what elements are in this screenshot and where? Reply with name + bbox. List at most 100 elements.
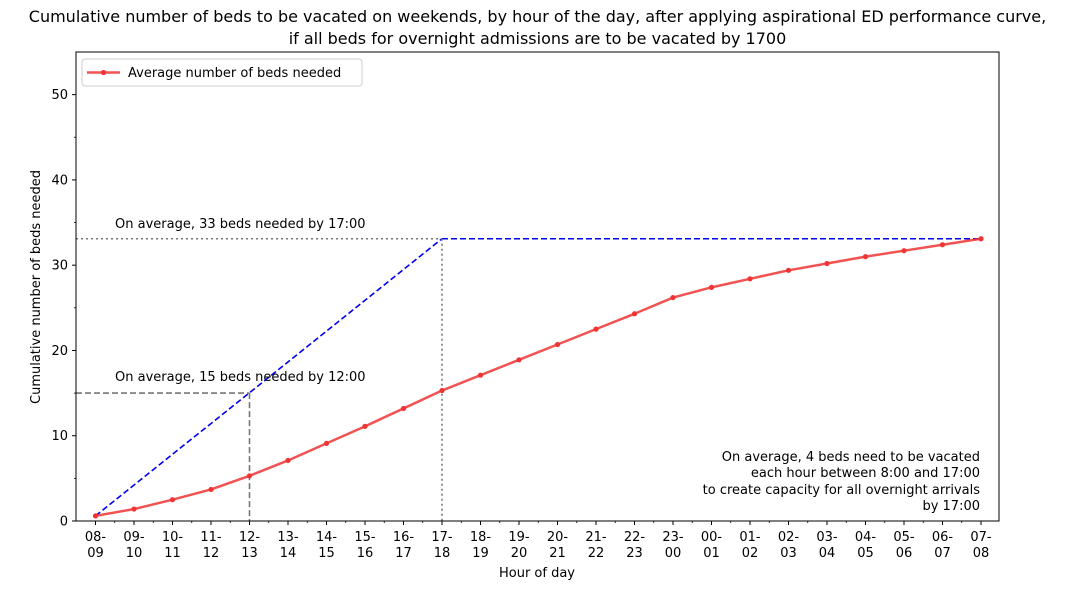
annotation-noon: On average, 15 beds needed by 12:00 xyxy=(115,370,366,385)
x-tick-label: 07 xyxy=(934,546,951,561)
legend-box xyxy=(81,58,363,87)
data-point xyxy=(593,326,599,332)
data-point xyxy=(824,260,830,267)
annotation-note-line-3: to create capacity for all overnight arr… xyxy=(703,483,981,498)
chart-title: Cumulative number of beds to be vacated … xyxy=(0,6,1075,50)
legend-label: Average number of beds needed xyxy=(128,66,341,81)
data-point xyxy=(362,423,368,429)
y-tick-label: 30 xyxy=(51,259,68,274)
data-point xyxy=(246,473,253,479)
x-tick-label: 02- xyxy=(778,530,800,545)
data-point xyxy=(939,242,946,248)
data-point xyxy=(785,267,792,273)
y-tick-label: 0 xyxy=(60,515,68,530)
data-point xyxy=(92,513,99,519)
x-tick-label: 19 xyxy=(472,546,489,561)
legend: Average number of beds needed xyxy=(81,58,363,87)
x-tick-label: 08 xyxy=(973,546,990,561)
x-tick-label: 21 xyxy=(549,546,566,561)
data-point xyxy=(477,372,484,378)
x-tick-label: 20- xyxy=(547,530,569,545)
x-tick-label: 16- xyxy=(393,530,415,545)
x-tick-label: 06 xyxy=(896,546,913,561)
y-tick-label: 50 xyxy=(51,88,68,103)
x-tick-label: 15 xyxy=(318,546,335,561)
x-tick-label: 07- xyxy=(970,530,992,545)
x-tick-label: 21- xyxy=(585,530,607,545)
plot-area-frame xyxy=(75,51,1000,522)
data-point xyxy=(285,457,291,464)
x-tick-label: 06- xyxy=(932,530,954,545)
x-tick-label: 05- xyxy=(893,530,915,545)
y-tick-label: 10 xyxy=(51,429,68,444)
x-tick-label: 08- xyxy=(85,530,107,545)
data-point xyxy=(516,357,522,363)
data-point xyxy=(747,276,753,282)
y-tick-label: 40 xyxy=(51,173,68,188)
x-tick-label: 03- xyxy=(816,530,838,545)
x-axis: 08-0909-1010-1111-1212-1313-1414-1515-16… xyxy=(85,521,992,561)
x-tick-label: 00- xyxy=(701,530,723,545)
data-point xyxy=(978,236,984,242)
x-tick-label: 16 xyxy=(357,546,374,561)
x-tick-label: 23- xyxy=(662,530,684,545)
data-point xyxy=(169,497,176,503)
x-tick-label: 13- xyxy=(277,530,299,545)
x-tick-label: 00 xyxy=(665,546,682,561)
y-axis: 0 10 20 30 40 50 xyxy=(51,88,76,530)
x-tick-label: 11 xyxy=(164,546,181,561)
x-tick-label: 20 xyxy=(511,546,528,561)
x-tick-label: 17 xyxy=(395,546,412,561)
series-line xyxy=(95,237,982,518)
x-tick-label: 14- xyxy=(316,530,338,545)
x-tick-label: 11- xyxy=(200,530,222,545)
legend-swatch-marker xyxy=(100,69,107,76)
x-tick-label: 03 xyxy=(780,546,797,561)
data-point xyxy=(708,284,715,290)
target-ramp-line xyxy=(95,238,443,517)
series-layer xyxy=(92,236,984,519)
chart-title-line-2: if all beds for overnight admissions are… xyxy=(288,29,787,48)
x-tick-label: 18- xyxy=(470,530,492,545)
x-tick-label: 01- xyxy=(739,530,761,545)
reference-lines xyxy=(76,237,981,521)
data-point xyxy=(439,387,445,394)
y-axis-label: Cumulative number of beds needed xyxy=(29,170,44,404)
x-tick-label: 12- xyxy=(239,530,261,545)
x-tick-label: 05 xyxy=(857,546,874,561)
data-point xyxy=(670,294,676,301)
data-point xyxy=(554,341,561,348)
data-point xyxy=(208,486,214,493)
x-tick-label: 10 xyxy=(126,546,143,561)
x-tick-label: 17- xyxy=(431,530,453,545)
data-point xyxy=(131,506,137,512)
data-point xyxy=(400,405,407,412)
annotation-note-line-2: each hour between 8:00 and 17:00 xyxy=(751,466,980,481)
data-point xyxy=(323,440,330,447)
x-tick-label: 09- xyxy=(123,530,145,545)
y-tick-label: 20 xyxy=(51,344,68,359)
x-tick-label: 18 xyxy=(434,546,451,561)
x-axis-label: Hour of day xyxy=(499,566,575,581)
data-point xyxy=(862,254,869,260)
x-tick-label: 04 xyxy=(819,546,836,561)
data-point xyxy=(631,311,638,317)
x-tick-label: 15- xyxy=(354,530,376,545)
x-tick-label: 10- xyxy=(162,530,184,545)
chart-title-line-1: Cumulative number of beds to be vacated … xyxy=(28,7,1047,26)
annotation-note-line-1: On average, 4 beds need to be vacated xyxy=(722,450,980,465)
data-point xyxy=(901,248,907,254)
x-tick-label: 22- xyxy=(624,530,646,545)
x-tick-label: 14 xyxy=(280,546,297,561)
x-tick-label: 09 xyxy=(87,546,104,561)
x-tick-label: 22 xyxy=(588,546,605,561)
x-tick-label: 02 xyxy=(742,546,759,561)
x-tick-label: 12 xyxy=(203,546,220,561)
annotation-evening: On average, 33 beds needed by 17:00 xyxy=(115,217,366,232)
annotation-note: On average, 4 beds need to be vacated ea… xyxy=(703,450,981,514)
x-tick-label: 13 xyxy=(241,546,258,561)
annotation-note-line-4: by 17:00 xyxy=(922,499,980,514)
x-tick-label: 23 xyxy=(626,546,643,561)
x-tick-label: 04- xyxy=(855,530,877,545)
